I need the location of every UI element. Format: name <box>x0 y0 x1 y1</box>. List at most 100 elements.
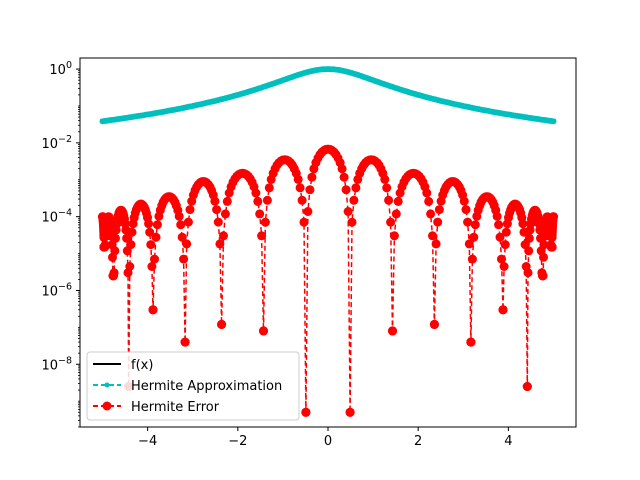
hermite-error-point <box>499 262 509 271</box>
hermite-error-point <box>144 219 154 229</box>
hermite-error-point <box>343 207 353 216</box>
hermite-error-point <box>147 262 157 271</box>
hermite-error-point <box>182 239 192 249</box>
legend-label-hermite-approx: Hermite Approximation <box>131 379 282 394</box>
legend-label-hermite-error: Hermite Error <box>131 400 220 415</box>
hermite-error-dip-point <box>345 407 355 417</box>
hermite-error-point <box>257 231 267 241</box>
hermite-error-point <box>539 252 548 262</box>
hermite-error-point <box>524 246 534 256</box>
hermite-error-point <box>422 188 432 198</box>
hermite-error-point <box>111 233 120 243</box>
hermite-error-point <box>295 183 305 193</box>
y-tick-exponent-4: −8 <box>58 355 72 366</box>
hermite-error-point <box>428 231 437 241</box>
hermite-error-point <box>393 196 403 206</box>
x-tick-label-2: 0 <box>324 434 332 449</box>
hermite-error-point <box>297 195 307 205</box>
x-tick-label-1: −2 <box>228 434 247 449</box>
hermite-error-point <box>255 209 265 219</box>
hermite-error-point <box>469 232 479 242</box>
hermite-error-dip-point <box>180 337 190 347</box>
hermite-error-point <box>152 220 162 230</box>
hermite-error-dip-point <box>108 271 118 281</box>
hermite-error-point <box>464 239 474 249</box>
y-tick-base-2: 10 <box>41 211 58 226</box>
x-tick-label-4: 4 <box>504 434 512 449</box>
hermite-error-point <box>463 217 473 227</box>
hermite-error-point <box>303 207 313 216</box>
hermite-error-point <box>150 254 159 264</box>
hermite-error-point <box>467 254 477 264</box>
hermite-error-point <box>495 232 505 242</box>
x-tick-label-3: 2 <box>414 434 422 449</box>
hermite-error-point <box>299 217 309 227</box>
y-tick-label-0: 100 <box>49 60 72 78</box>
hermite-error-point <box>307 172 317 182</box>
y-tick-label-2: 10−4 <box>41 208 72 226</box>
hermite-error-point <box>549 212 558 222</box>
hermite-error-point <box>494 220 504 230</box>
hermite-error-dip-point <box>498 305 508 315</box>
hermite-error-point <box>212 205 222 215</box>
hermite-error-point <box>539 240 549 250</box>
hermite-error-point <box>127 227 137 237</box>
y-tick-label-3: 10−6 <box>41 281 72 299</box>
hermite-error-point <box>424 196 434 206</box>
hermite-error-point <box>518 219 528 229</box>
hermite-error-dip-point <box>547 242 557 252</box>
hermite-error-dip-point <box>466 337 476 347</box>
hermite-error-point <box>389 231 399 241</box>
legend-label-fx: f(x) <box>131 358 153 373</box>
hermite-error-point <box>461 205 471 215</box>
hermite-error-dip-point <box>388 326 397 336</box>
hermite-error-point <box>500 240 510 250</box>
hermite-error-dip-point <box>522 382 532 391</box>
hermite-error-point <box>219 231 228 241</box>
y-tick-base-3: 10 <box>41 284 58 299</box>
x-tick-label-0: −4 <box>138 434 157 449</box>
hermite-error-point <box>349 195 359 205</box>
hermite-error-point <box>351 183 361 193</box>
hermite-error-point <box>470 220 480 230</box>
legend-marker-hermite-approx <box>104 382 110 388</box>
legend-marker-hermite-error <box>102 401 112 411</box>
legend: f(x) Hermite Approximation Hermite Error <box>86 351 300 421</box>
hermite-error-point <box>179 254 189 264</box>
hermite-error-point <box>391 209 401 219</box>
hermite-error-point <box>497 254 506 264</box>
hermite-error-point <box>177 232 187 242</box>
y-tick-exponent-2: −4 <box>58 208 72 219</box>
hermite-error-point <box>222 196 232 206</box>
hermite-error-point <box>434 205 444 215</box>
hermite-error-point <box>110 246 120 256</box>
hermite-error-point <box>122 233 132 243</box>
hermite-error-dip-point <box>148 305 158 315</box>
hermite-error-point <box>293 174 303 184</box>
y-tick-exponent-3: −6 <box>58 281 72 292</box>
hermite-error-dip-point <box>99 242 109 252</box>
hermite-error-point <box>125 262 135 271</box>
hermite-error-point <box>146 240 156 250</box>
hermite-error-point <box>386 217 396 227</box>
y-tick-exponent-1: −2 <box>58 134 72 145</box>
hermite-error-dip-point <box>429 319 439 329</box>
hermite-error-dip-point <box>217 319 227 329</box>
hermite-error-point <box>501 227 511 237</box>
hermite-error-point <box>524 233 534 243</box>
hermite-error-point <box>145 227 155 237</box>
hermite-error-point <box>426 209 436 219</box>
y-tick-exponent-0: 0 <box>66 60 72 71</box>
hermite-error-point <box>251 188 261 198</box>
hermite-approx-point <box>550 118 557 125</box>
hermite-error-point <box>492 211 502 221</box>
hermite-error-point <box>347 217 357 227</box>
y-tick-base-4: 10 <box>41 358 58 373</box>
hermite-error-point <box>382 183 392 193</box>
hermite-error-point <box>523 268 533 278</box>
hermite-error-point <box>185 205 195 215</box>
hermite-error-point <box>151 232 161 242</box>
hermite-error-point <box>126 240 136 250</box>
